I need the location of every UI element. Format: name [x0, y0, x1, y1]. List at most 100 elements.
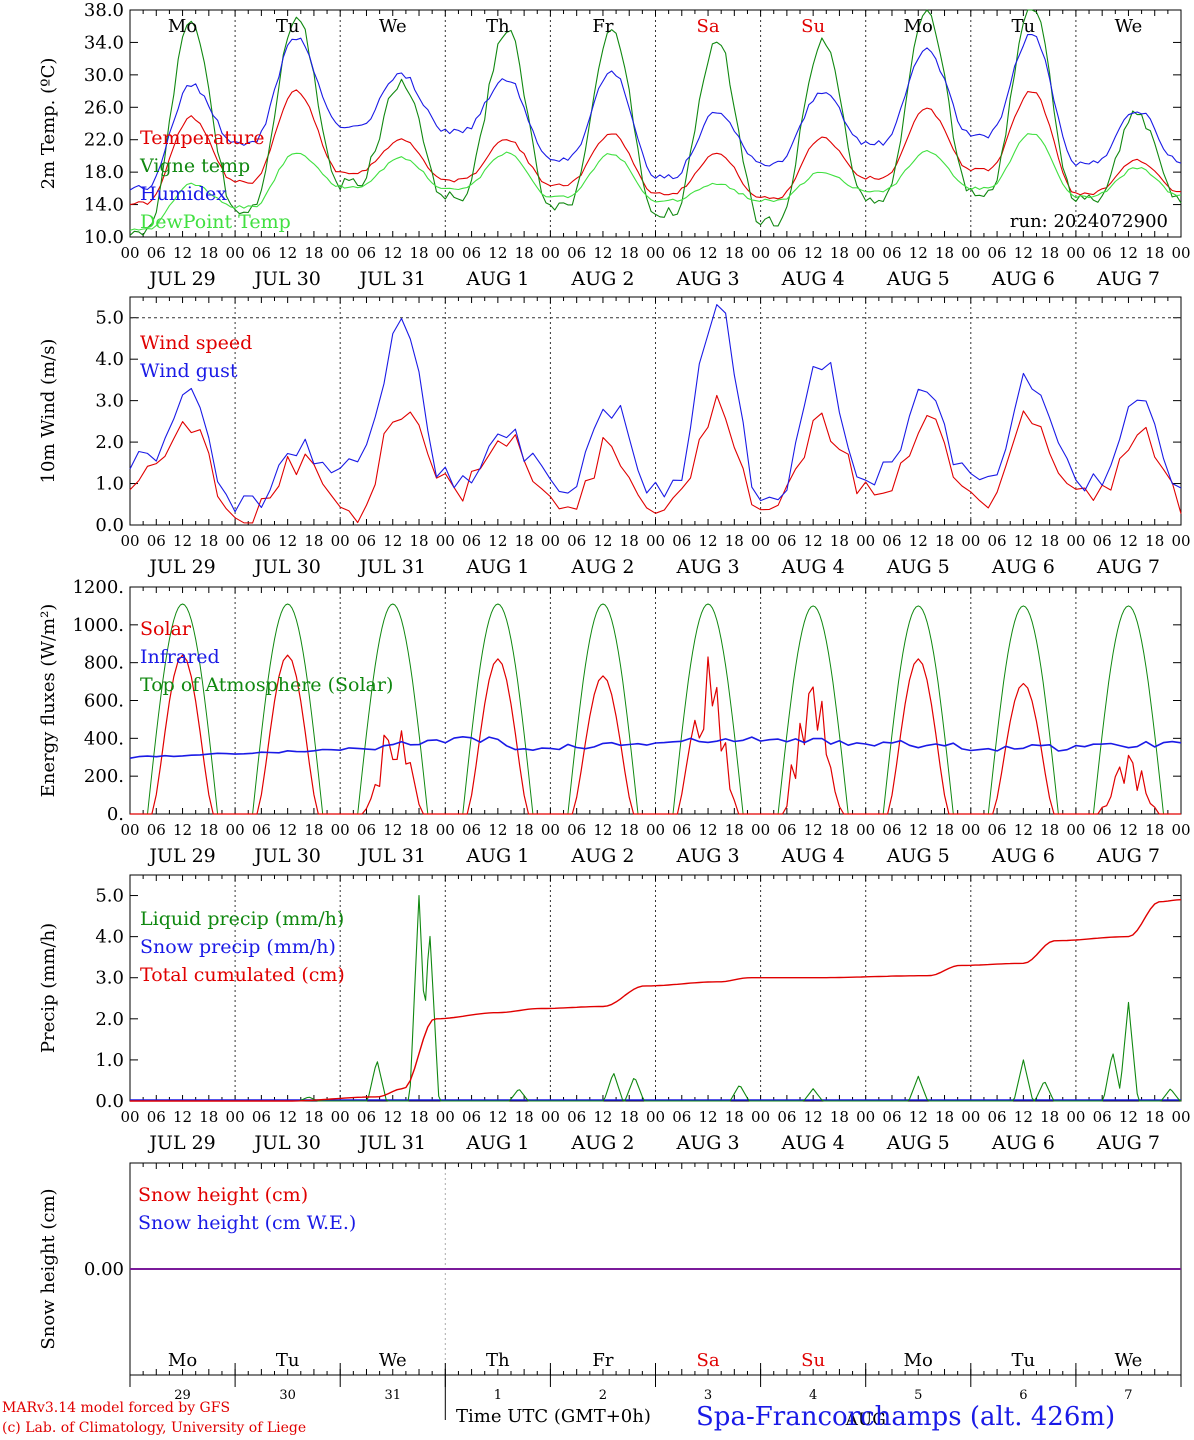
x-hour-label: 06: [672, 821, 691, 839]
weekday-label: Tu: [276, 16, 300, 37]
x-hour-label: 00: [331, 532, 350, 550]
x-hour-label: 12: [383, 244, 402, 262]
x-hour-label: 12: [383, 532, 402, 550]
weekday-label: Tu: [1012, 1350, 1036, 1371]
legend-entry: Humidex: [140, 183, 227, 205]
x-hour-label: 00: [646, 1108, 665, 1126]
x-hour-label: 00: [961, 821, 980, 839]
station-label: Spa-Francorchamps (alt. 426m): [696, 1402, 1116, 1432]
day-number-label: 7: [1124, 1388, 1132, 1403]
x-date-label: AUG 1: [465, 1132, 529, 1154]
x-date-label: AUG 3: [676, 1132, 740, 1154]
y-tick-label: 1000.: [72, 615, 124, 636]
x-hour-label: 18: [1145, 821, 1164, 839]
x-hour-label: 18: [725, 1108, 744, 1126]
day-number-label: 29: [174, 1388, 191, 1403]
legend-entry: Liquid precip (mm/h): [140, 908, 344, 930]
x-hour-label: 18: [620, 244, 639, 262]
x-hour-label: 12: [278, 532, 297, 550]
series-line-red: [130, 899, 1182, 1102]
x-hour-label: 18: [620, 532, 639, 550]
series-line-red: [129, 394, 1182, 524]
x-hour-label: 12: [1014, 244, 1033, 262]
weekday-label: Fr: [592, 1350, 613, 1371]
x-date-label: AUG 7: [1096, 845, 1160, 867]
x-hour-label: 06: [462, 1108, 481, 1126]
x-hour-label: 00: [1171, 1108, 1190, 1126]
x-date-label: AUG 7: [1096, 268, 1160, 290]
x-hour-label: 06: [882, 244, 901, 262]
x-hour-label: 00: [856, 821, 875, 839]
weekday-label: Mo: [904, 1350, 933, 1371]
x-hour-label: 06: [567, 821, 586, 839]
x-date-label: JUL 31: [358, 845, 426, 867]
x-hour-label: 06: [672, 1108, 691, 1126]
y-tick-label: 1.0: [95, 474, 124, 495]
x-date-label: JUL 30: [252, 268, 320, 290]
weekday-label: Su: [801, 16, 825, 37]
x-date-label: AUG 2: [570, 845, 634, 867]
x-hour-label: 18: [199, 244, 218, 262]
x-hour-label: 06: [882, 1108, 901, 1126]
x-hour-label: 00: [226, 532, 245, 550]
x-hour-label: 18: [620, 821, 639, 839]
weekday-label: Su: [801, 1350, 825, 1371]
x-hour-label: 18: [409, 1108, 428, 1126]
x-hour-label: 12: [1014, 532, 1033, 550]
x-hour-label: 12: [1119, 244, 1138, 262]
x-hour-label: 06: [147, 532, 166, 550]
x-date-label: AUG 3: [676, 845, 740, 867]
x-date-label: AUG 5: [886, 556, 950, 578]
x-hour-label: 00: [961, 1108, 980, 1126]
x-hour-label: 00: [961, 532, 980, 550]
x-hour-label: 06: [1093, 1108, 1112, 1126]
x-hour-label: 18: [304, 821, 323, 839]
day-number-label: 1: [494, 1388, 502, 1403]
x-hour-label: 18: [830, 1108, 849, 1126]
weekday-label: We: [379, 16, 407, 37]
x-date-label: JUL 29: [147, 1132, 215, 1154]
x-hour-label: 06: [988, 1108, 1007, 1126]
y-tick-label: 34.0: [84, 32, 124, 53]
y-tick-label: 3.0: [95, 968, 124, 989]
legend-entry: Top of Atmosphere (Solar): [140, 674, 393, 696]
x-hour-label: 12: [1014, 821, 1033, 839]
x-hour-label: 00: [120, 821, 139, 839]
x-hour-label: 12: [488, 821, 507, 839]
x-hour-label: 06: [882, 821, 901, 839]
x-hour-label: 00: [856, 1108, 875, 1126]
day-number-label: 2: [599, 1388, 607, 1403]
x-hour-label: 00: [120, 532, 139, 550]
x-hour-label: 06: [988, 244, 1007, 262]
y-tick-label: 4.0: [95, 349, 124, 370]
day-number-label: 6: [1019, 1388, 1027, 1403]
x-date-label: JUL 30: [252, 556, 320, 578]
x-date-label: AUG 4: [781, 845, 845, 867]
y-tick-label: 0.0: [95, 1091, 124, 1112]
x-hour-label: 00: [1171, 244, 1190, 262]
x-hour-label: 12: [804, 1108, 823, 1126]
x-hour-label: 12: [173, 244, 192, 262]
x-date-label: JUL 29: [147, 268, 215, 290]
x-hour-label: 12: [909, 244, 928, 262]
y-tick-label: 26.0: [84, 97, 124, 118]
x-date-label: AUG 6: [991, 268, 1055, 290]
x-hour-label: 18: [725, 244, 744, 262]
x-hour-label: 06: [147, 244, 166, 262]
x-hour-label: 12: [278, 821, 297, 839]
x-date-label: AUG 2: [570, 268, 634, 290]
x-date-label: JUL 31: [358, 1132, 426, 1154]
x-hour-label: 00: [1066, 244, 1085, 262]
x-hour-label: 18: [515, 1108, 534, 1126]
panel-frame: [129, 9, 1182, 238]
x-date-label: AUG 6: [991, 556, 1055, 578]
weekday-label: We: [1115, 1350, 1143, 1371]
x-hour-label: 06: [252, 244, 271, 262]
x-hour-label: 18: [830, 532, 849, 550]
legend-entry: Temperature: [140, 127, 264, 149]
x-hour-label: 00: [120, 1108, 139, 1126]
y-tick-label: 14.0: [84, 195, 124, 216]
x-hour-label: 00: [646, 244, 665, 262]
x-hour-label: 12: [383, 1108, 402, 1126]
x-hour-label: 18: [830, 821, 849, 839]
